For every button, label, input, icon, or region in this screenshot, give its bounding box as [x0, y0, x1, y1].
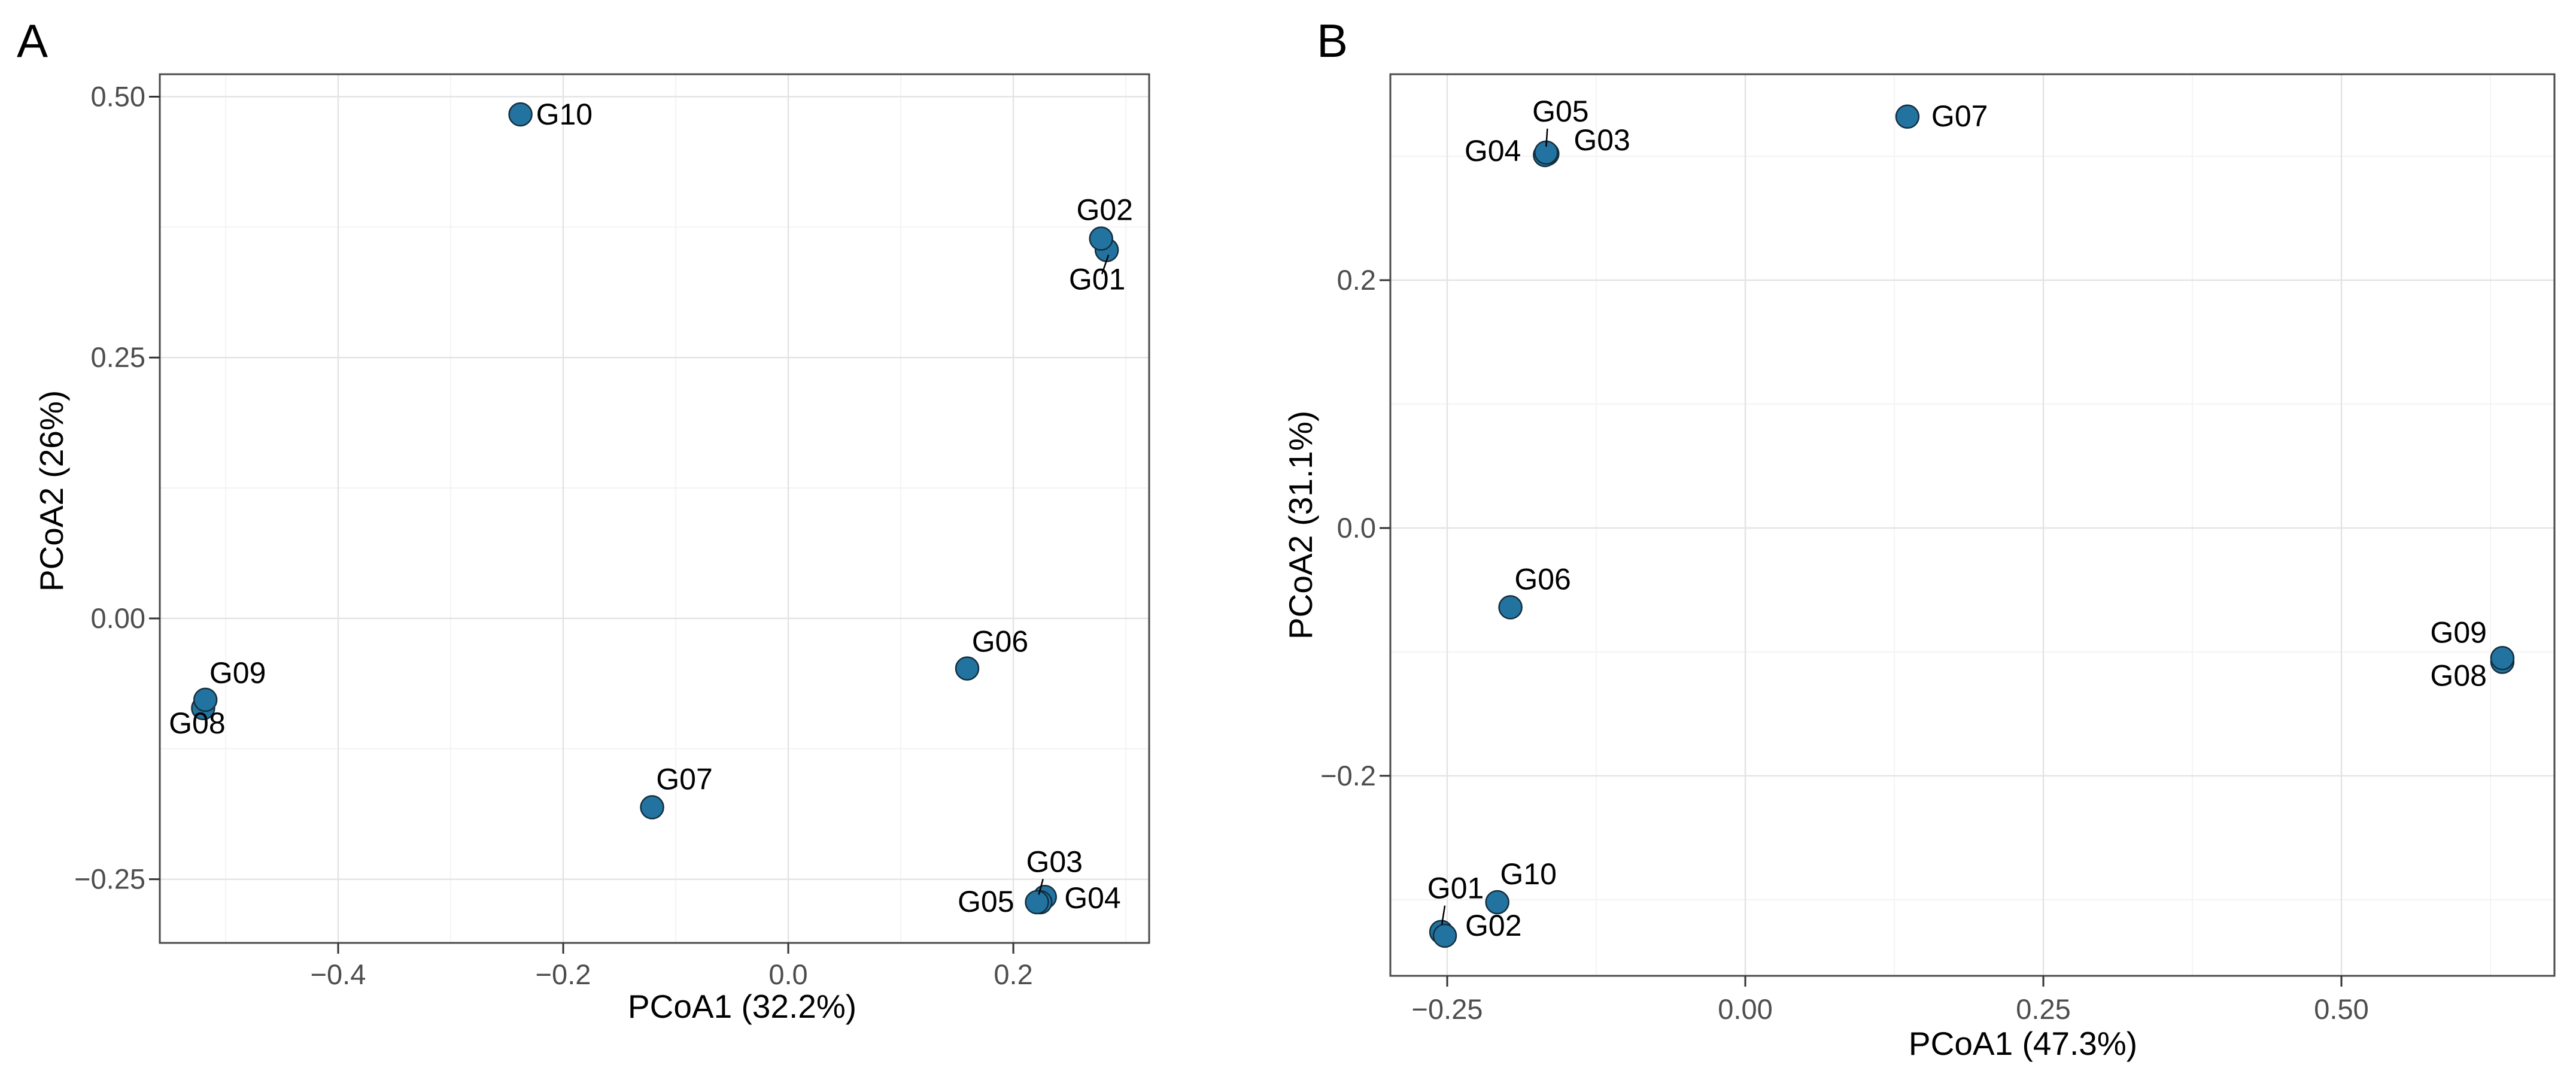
- point-label-G04-panel-A: G04: [1064, 881, 1121, 915]
- point-label-G10-panel-A: G10: [536, 98, 593, 131]
- panel-B-border: [1389, 73, 2556, 977]
- panel-B-y-axis-title: PCoA2 (31.1%): [1282, 411, 1319, 639]
- point-label-G01-panel-B: G01: [1427, 872, 1484, 905]
- panel-A-x-axis-title: PCoA1 (32.2%): [628, 988, 856, 1025]
- y-tick-label: 0.2: [1337, 264, 1376, 296]
- x-tick-label: 0.00: [1718, 993, 1772, 1025]
- point-label-G02-panel-B: G02: [1465, 909, 1522, 942]
- label-leader-line-G01-panel-B: [1441, 905, 1446, 925]
- point-label-G04-panel-B: G04: [1465, 134, 1521, 168]
- point-label-G08-panel-B: G08: [2430, 659, 2487, 693]
- panel-B-x-axis-title: PCoA1 (47.3%): [1909, 1025, 2137, 1062]
- data-point-G02-panel-A: [1089, 226, 1113, 251]
- label-leader-line-G05-panel-B: [1545, 128, 1548, 147]
- x-tick-label: 0.2: [994, 958, 1032, 990]
- x-tick-label: −0.2: [536, 958, 591, 990]
- data-point-G09-panel-B: [2490, 646, 2515, 671]
- panel-letter-A: A: [17, 14, 48, 67]
- data-point-G07-panel-A: [640, 795, 664, 820]
- panel-B-plot-area: [1390, 74, 2554, 976]
- point-label-G05-panel-B: G05: [1532, 95, 1589, 128]
- label-leader-line-G01-panel-A: [1101, 254, 1110, 275]
- y-tick-label: 0.25: [91, 341, 145, 373]
- data-point-G10-panel-A: [508, 102, 533, 127]
- label-leader-line-G03-panel-A: [1038, 878, 1044, 895]
- point-label-G05-panel-A: G05: [958, 885, 1014, 918]
- data-point-G10-panel-B: [1485, 890, 1509, 915]
- point-label-G10-panel-B: G10: [1500, 857, 1557, 891]
- panel-letter-B: B: [1317, 14, 1348, 67]
- y-tick-label: 0.0: [1337, 512, 1376, 544]
- data-point-G06-panel-B: [1498, 595, 1523, 620]
- data-point-G09-panel-A: [193, 687, 218, 712]
- point-label-G08-panel-A: G08: [169, 706, 226, 740]
- x-tick-label: 0.25: [2016, 993, 2070, 1025]
- point-label-G07-panel-B: G07: [1931, 99, 1988, 133]
- point-label-G03-panel-A: G03: [1026, 845, 1083, 878]
- panel-A-border: [159, 73, 1150, 944]
- y-tick-label: 0.50: [91, 80, 145, 112]
- point-label-G02-panel-A: G02: [1076, 193, 1133, 227]
- panel-A-y-axis-title: PCoA2 (26%): [33, 390, 70, 591]
- x-tick-label: −0.4: [311, 958, 366, 990]
- data-point-G05-panel-A: [1025, 890, 1049, 915]
- point-label-G09-panel-B: G09: [2430, 615, 2487, 649]
- point-label-G06-panel-B: G06: [1514, 562, 1571, 596]
- point-label-G09-panel-A: G09: [209, 656, 266, 690]
- data-point-G06-panel-A: [955, 656, 980, 681]
- x-tick-label: 0.50: [2314, 993, 2368, 1025]
- y-tick-label: −0.2: [1320, 760, 1376, 791]
- y-tick-label: 0.00: [91, 602, 145, 634]
- point-label-G06-panel-A: G06: [972, 625, 1029, 659]
- data-point-G07-panel-B: [1895, 104, 1920, 129]
- point-label-G01-panel-A: G01: [1069, 263, 1126, 296]
- x-tick-label: −0.25: [1412, 993, 1483, 1025]
- y-tick-label: −0.25: [74, 863, 145, 895]
- data-point-G02-panel-B: [1432, 923, 1457, 948]
- x-tick-label: 0.0: [768, 958, 807, 990]
- point-label-G07-panel-A: G07: [656, 762, 713, 796]
- point-label-G03-panel-B: G03: [1573, 123, 1630, 157]
